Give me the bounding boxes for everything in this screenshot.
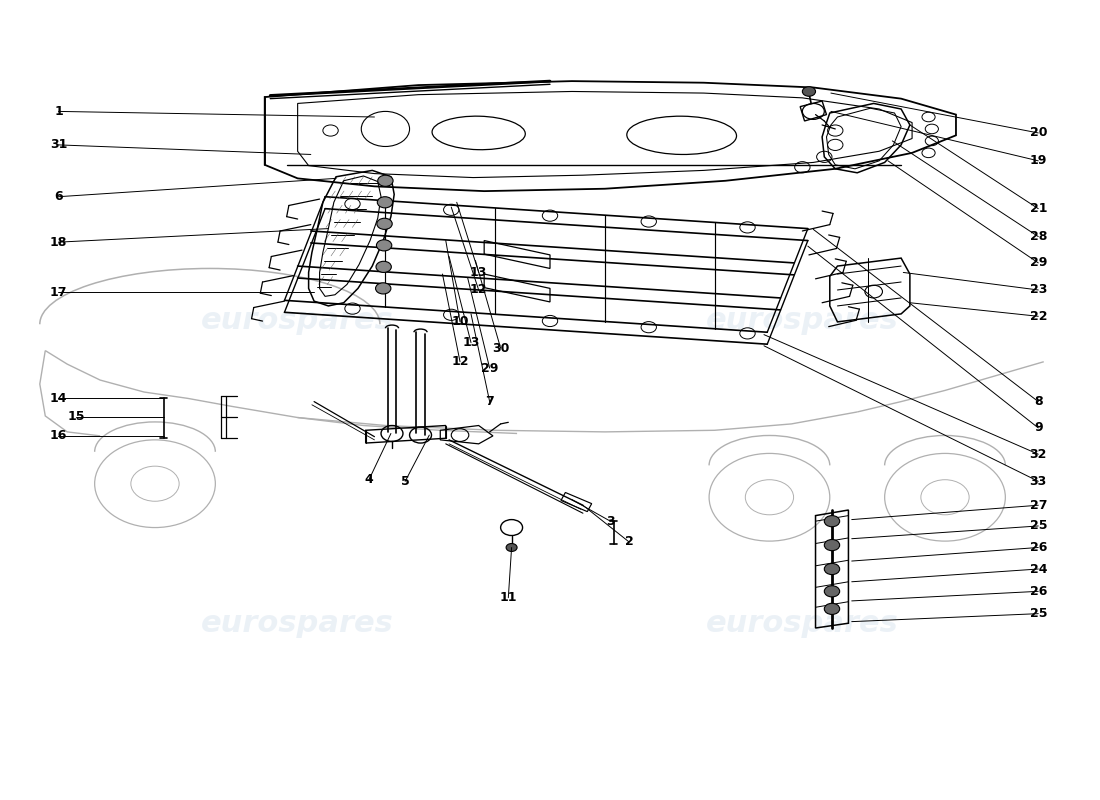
Circle shape [824,515,839,526]
Circle shape [376,240,392,251]
Circle shape [802,86,815,96]
Circle shape [376,262,392,273]
Circle shape [377,175,393,186]
Circle shape [377,218,393,230]
Text: 16: 16 [50,430,67,442]
Text: 27: 27 [1030,498,1047,512]
Text: 30: 30 [492,342,509,354]
Text: 26: 26 [1030,585,1047,598]
Text: 26: 26 [1030,541,1047,554]
Text: 25: 25 [1030,607,1047,620]
Text: 23: 23 [1030,283,1047,297]
Text: 25: 25 [1030,519,1047,533]
Text: 29: 29 [481,362,498,374]
Circle shape [377,197,393,208]
Text: 14: 14 [50,392,67,405]
Text: 17: 17 [50,286,67,299]
Text: 7: 7 [485,395,494,408]
Circle shape [824,603,839,614]
Text: 33: 33 [1030,475,1047,488]
Text: 10: 10 [451,315,469,328]
Text: 29: 29 [1030,256,1047,270]
Text: 12: 12 [451,355,469,368]
Text: eurospares: eurospares [706,306,899,334]
Circle shape [506,543,517,551]
Circle shape [824,539,839,550]
Circle shape [824,586,839,597]
Text: 2: 2 [625,535,634,549]
Text: 6: 6 [54,190,63,203]
Circle shape [375,283,390,294]
Text: 18: 18 [50,236,67,249]
Text: 5: 5 [400,475,409,488]
Text: 13: 13 [470,266,487,279]
Text: 21: 21 [1030,202,1047,215]
Text: 22: 22 [1030,310,1047,322]
Text: 19: 19 [1030,154,1047,167]
Text: 12: 12 [470,283,487,297]
Text: 15: 15 [67,410,85,423]
Text: eurospares: eurospares [201,609,394,638]
Text: 24: 24 [1030,562,1047,575]
Text: 4: 4 [364,474,373,486]
Text: 1: 1 [54,105,63,118]
Text: 3: 3 [606,514,615,528]
Text: 11: 11 [499,591,517,604]
Text: 9: 9 [1034,422,1043,434]
Text: 20: 20 [1030,126,1047,139]
Text: eurospares: eurospares [201,306,394,334]
Circle shape [824,563,839,574]
Text: 31: 31 [50,138,67,151]
Text: 28: 28 [1030,230,1047,243]
Text: eurospares: eurospares [706,609,899,638]
Text: 32: 32 [1030,448,1047,461]
Text: 13: 13 [462,336,480,349]
Text: 8: 8 [1034,395,1043,408]
